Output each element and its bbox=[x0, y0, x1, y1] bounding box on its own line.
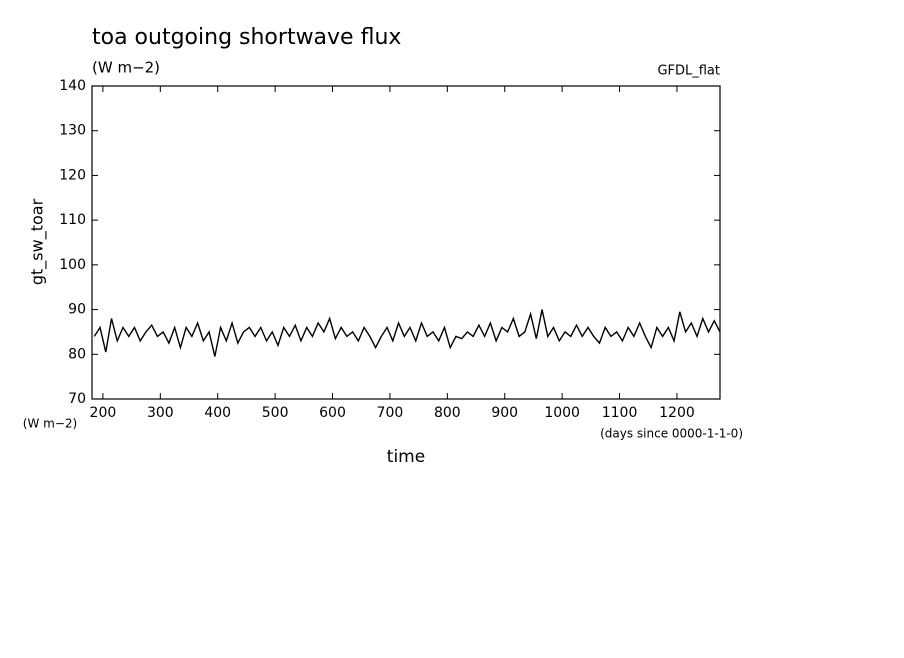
y-tick-label: 80 bbox=[68, 346, 86, 362]
x-tick-label: 200 bbox=[90, 405, 117, 421]
x-tick-label: 400 bbox=[204, 405, 231, 421]
units: (W m−2) bbox=[92, 59, 160, 77]
plot-frame bbox=[91, 85, 721, 400]
y-tick-label: 90 bbox=[68, 302, 86, 318]
x-tick-label: 500 bbox=[262, 405, 289, 421]
y-tick-label: 100 bbox=[59, 257, 86, 273]
y-axis-label: gt_sw_toar bbox=[28, 198, 48, 285]
x-tick-label: 300 bbox=[147, 405, 174, 421]
x-tick-label: 1000 bbox=[544, 405, 580, 421]
y-tick-label: 130 bbox=[59, 123, 86, 139]
data-line bbox=[93, 309, 721, 357]
y-tick-label: 70 bbox=[68, 391, 86, 407]
x-tick-label: 1100 bbox=[602, 405, 638, 421]
x-tick-label: 800 bbox=[434, 405, 461, 421]
x-tick-label: 600 bbox=[319, 405, 346, 421]
x-axis-label: time bbox=[387, 447, 425, 467]
x-tick-label: 900 bbox=[491, 405, 518, 421]
y-tick-label: 110 bbox=[59, 212, 86, 228]
x-tick-label: 1200 bbox=[659, 405, 695, 421]
x-tick-label: 700 bbox=[377, 405, 404, 421]
x-units: (days since 0000-1-1-0) bbox=[600, 427, 743, 441]
y-tick-label: 140 bbox=[59, 78, 86, 94]
y-units: (W m−2) bbox=[23, 417, 77, 431]
chart-title: toa outgoing shortwave flux bbox=[92, 25, 401, 50]
source: GFDL_flat bbox=[657, 64, 720, 79]
y-tick-label: 120 bbox=[59, 167, 86, 183]
